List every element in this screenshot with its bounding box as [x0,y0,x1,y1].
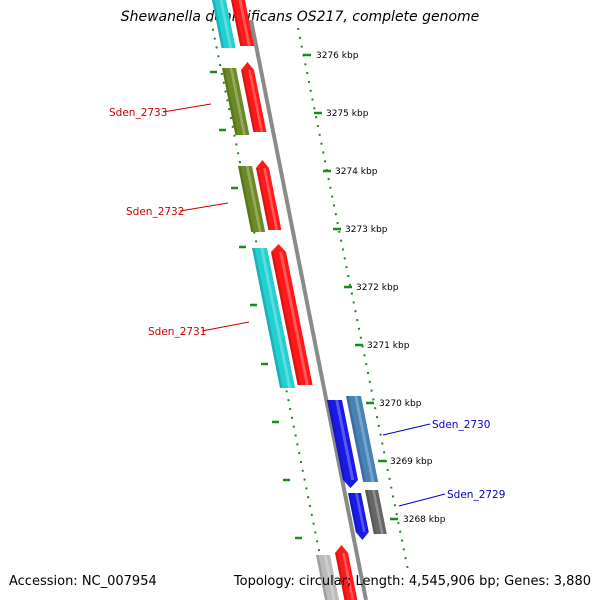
gene-label-sden-2730[interactable]: Sden_2730 [432,419,490,431]
gene-bottom-lightgray[interactable] [316,555,339,600]
gene-sden-2731-red[interactable] [271,244,313,385]
gene-sden-2729-gray[interactable] [365,490,387,534]
label-leader-line [382,423,431,436]
gene-top-cyan[interactable] [212,0,236,48]
gene-bottom-red[interactable] [335,545,358,600]
genome-summary-text: Topology: circular; Length: 4,545,906 bp… [233,574,591,589]
gene-sden-2729[interactable] [348,493,369,540]
tick-label-3273: 3273 kbp [345,225,388,235]
label-leader-line [201,321,250,332]
tick-label-3271: 3271 kbp [367,341,410,351]
tick-label-3276: 3276 kbp [316,51,359,61]
tick-label-3268: 3268 kbp [403,515,446,525]
gene-sden-2732-red[interactable] [256,160,282,230]
label-leader-line [179,202,229,212]
accession-text: Accession: NC_007954 [9,574,157,589]
label-leader-line [398,493,446,507]
scale-band-right [297,27,409,571]
gene-label-sden-2731[interactable]: Sden_2731 [148,326,206,338]
tick-label-3272: 3272 kbp [356,283,399,293]
gene-label-sden-2733[interactable]: Sden_2733 [109,107,167,119]
tick-label-3275: 3275 kbp [326,109,369,119]
gene-sden-2730[interactable] [327,400,358,488]
tick-marks [303,53,398,521]
gene-label-sden-2729[interactable]: Sden_2729 [447,489,505,501]
genes [212,0,387,600]
gene-sden-2733-red[interactable] [241,62,267,132]
gene-label-sden-2732[interactable]: Sden_2732 [126,206,184,218]
gene-sden-2732[interactable] [238,166,266,232]
label-leaders [162,103,446,507]
tick-label-3270: 3270 kbp [379,399,422,409]
left-ticks [210,70,302,540]
gene-sden-2733[interactable] [222,68,250,135]
tick-label-3274: 3274 kbp [335,167,378,177]
gene-top-red[interactable] [231,0,255,46]
genome-backbone [249,19,368,600]
label-leader-line [162,103,212,113]
gene-sden-2731[interactable] [252,248,295,388]
tick-label-3269: 3269 kbp [390,457,433,467]
gene-sden-2730-steel[interactable] [346,396,379,482]
